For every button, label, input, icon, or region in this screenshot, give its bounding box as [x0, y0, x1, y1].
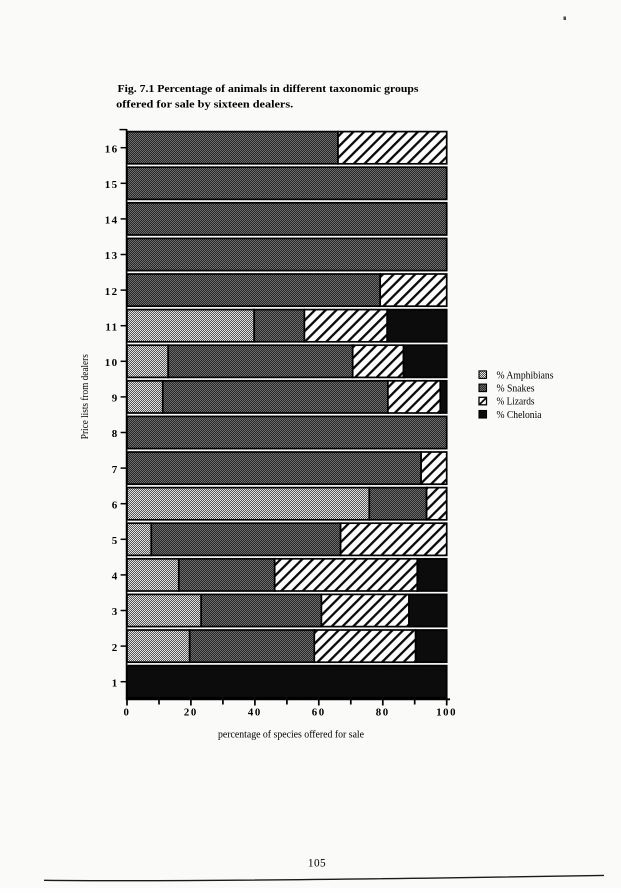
- svg-text:20: 20: [184, 707, 198, 719]
- svg-text:16: 16: [105, 143, 119, 155]
- svg-text:15: 15: [105, 179, 119, 191]
- svg-text:60: 60: [312, 707, 326, 719]
- svg-text:percentage of species offered: percentage of species offered for sale: [218, 730, 365, 741]
- svg-text:1: 1: [112, 677, 119, 689]
- svg-text:11: 11: [105, 321, 118, 333]
- svg-text:9: 9: [112, 393, 119, 405]
- svg-text:5: 5: [112, 535, 119, 547]
- svg-text:4: 4: [112, 571, 119, 583]
- svg-text:14: 14: [105, 215, 119, 227]
- svg-text:3: 3: [112, 606, 119, 618]
- svg-text:% Snakes: % Snakes: [497, 384, 535, 395]
- svg-text:8: 8: [112, 428, 119, 440]
- svg-text:Price lists from dealers: Price lists from dealers: [79, 354, 91, 439]
- svg-text:13: 13: [105, 250, 119, 262]
- svg-text:40: 40: [248, 707, 262, 719]
- svg-text:80: 80: [376, 707, 390, 719]
- svg-text:100: 100: [436, 707, 457, 719]
- svg-text:7: 7: [112, 464, 119, 476]
- svg-text:2: 2: [112, 642, 119, 654]
- svg-text:105: 105: [308, 858, 326, 870]
- svg-text:% Chelonia: % Chelonia: [497, 410, 542, 421]
- svg-text:10: 10: [105, 357, 119, 369]
- svg-text:0: 0: [124, 707, 131, 719]
- svg-text:% Amphibians: % Amphibians: [497, 370, 554, 381]
- svg-text:offered for sale by sixteen de: offered for sale by sixteen dealers.: [116, 98, 293, 110]
- svg-text:Fig. 7.1 Percentage of animals: Fig. 7.1 Percentage of animals in differ…: [118, 83, 419, 95]
- svg-text:6: 6: [112, 499, 119, 511]
- svg-text:12: 12: [105, 286, 119, 298]
- svg-text:% Lizards: % Lizards: [497, 397, 535, 408]
